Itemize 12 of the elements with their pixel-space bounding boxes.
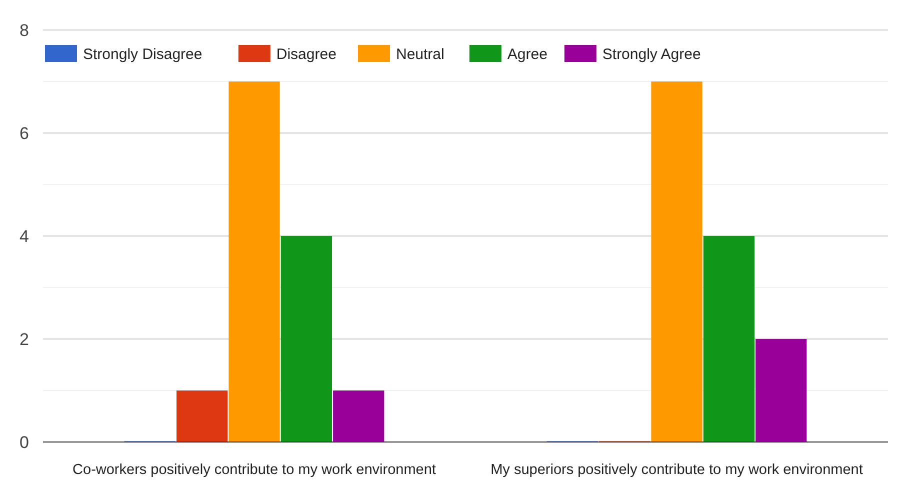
y-tick-label: 8 — [20, 20, 29, 40]
legend-label: Agree — [507, 46, 548, 63]
y-tick-label: 0 — [20, 432, 29, 452]
y-tick-label: 4 — [20, 226, 29, 246]
legend-label: Neutral — [396, 46, 444, 63]
legend-label: Strongly Agree — [602, 46, 701, 63]
y-tick-label: 6 — [20, 124, 29, 143]
legend-label: Strongly Disagree — [83, 46, 202, 63]
y-tick-label: 2 — [20, 330, 29, 349]
x-tick-label: Co-workers positively contribute to my work environment — [72, 462, 436, 478]
x-tick-label: My superiors positively contribute to my work environment — [490, 462, 863, 478]
legend-label: Disagree — [276, 46, 336, 63]
